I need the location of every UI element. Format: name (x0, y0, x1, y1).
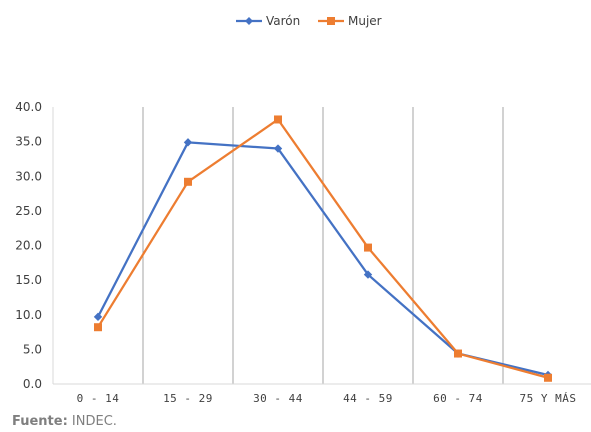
data-point-marker (544, 373, 552, 382)
x-tick-label: 75 Y MÁS (520, 392, 577, 405)
data-point-marker (183, 138, 193, 147)
y-tick-label: 20.0 (15, 239, 42, 253)
chart-gridlines (142, 107, 504, 384)
data-point-marker (273, 144, 283, 153)
y-tick-label: 5.0 (23, 342, 42, 356)
x-tick-label: 0 - 14 (77, 392, 120, 405)
chart-series (93, 115, 553, 382)
y-tick-label: 35.0 (15, 135, 42, 149)
legend-marker (327, 17, 335, 25)
data-point-marker (93, 312, 103, 322)
y-tick-label: 10.0 (15, 308, 42, 322)
x-tick-label: 44 - 59 (343, 392, 393, 405)
data-point-marker (184, 177, 192, 186)
y-tick-label: 25.0 (15, 204, 42, 218)
x-tick-label: 30 - 44 (253, 392, 303, 405)
source-text: INDEC. (67, 414, 117, 429)
y-tick-label: 30.0 (15, 169, 42, 183)
source-label: Fuente: (12, 414, 68, 429)
chart-legend: Varón Mujer (236, 14, 382, 28)
x-tick-label: 60 - 74 (433, 392, 483, 405)
data-point-marker (363, 270, 373, 279)
y-tick-label: 40.0 (15, 100, 42, 114)
series-line (97, 118, 549, 379)
source-note: Fuente: INDEC. (12, 414, 117, 429)
x-tick-label: 15 - 29 (163, 392, 213, 405)
x-axis: 0 - 14 15 - 29 30 - 44 44 - 59 60 - 74 75 Y M… (53, 383, 591, 405)
y-axis: 0.0 5.0 10.0 15.0 20.0 25.0 30.0 35.0 40.0 (15, 100, 54, 391)
legend-label: Varón (266, 14, 300, 28)
data-point-marker (94, 323, 102, 332)
legend-marker (245, 17, 253, 25)
data-point-marker (274, 115, 282, 124)
data-point-marker (364, 243, 372, 252)
y-tick-label: 0.0 (23, 377, 42, 391)
data-point-marker (454, 349, 462, 358)
legend-label: Mujer (348, 14, 382, 28)
y-tick-label: 15.0 (15, 273, 42, 287)
